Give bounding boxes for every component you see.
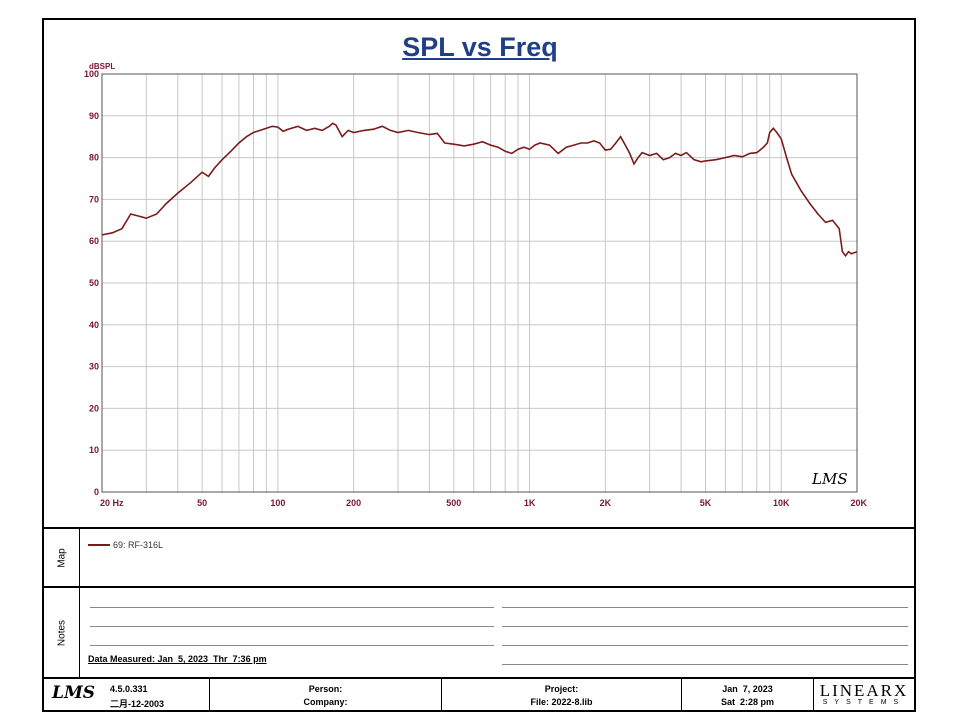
x-tick-label: 20K [850, 498, 867, 508]
y-tick-label: 80 [89, 153, 99, 163]
legend: 69: RF-316L [88, 540, 163, 550]
brand-subtitle: SYSTEMS [822, 699, 906, 706]
project-label: Project: [544, 684, 579, 694]
notes-line [90, 645, 494, 646]
print-day-time: Sat 2:28 pm [720, 697, 775, 707]
y-tick-label: 30 [89, 362, 99, 372]
notes-section-label: Notes [44, 588, 80, 677]
y-tick-label: 40 [89, 320, 99, 330]
y-tick-label: 10 [89, 445, 99, 455]
company-label: Company: [303, 697, 348, 707]
x-tick-label: 200 [346, 498, 361, 508]
chart-title: SPL vs Freq [402, 32, 558, 62]
x-tick-label: 1K [524, 498, 536, 508]
y-tick-label: 20 [89, 403, 99, 413]
lms-watermark: LMS [811, 470, 848, 488]
x-tick-label: 50 [197, 498, 207, 508]
x-axis-ticks: 20 Hz 50 100 200 500 1K 2K 5K 10K 20K [100, 498, 867, 508]
legend-swatch [88, 544, 110, 546]
x-tick-label: 100 [270, 498, 285, 508]
x-tick-label: 5K [700, 498, 712, 508]
notes-line [502, 626, 908, 627]
date-measured: Data Measured: Jan 5, 2023 Thr 7:36 pm [88, 654, 267, 664]
legend-label: 69: RF-316L [113, 540, 164, 550]
y-tick-label: 60 [89, 236, 99, 246]
y-axis-ticks: 0 10 20 30 40 50 60 70 80 90 100 [84, 69, 99, 497]
y-tick-label: 70 [89, 194, 99, 204]
chart-frame [42, 18, 916, 712]
notes-line [90, 626, 494, 627]
print-date: Jan 7, 2023 [722, 684, 773, 694]
software-version: 4.5.0.331 [110, 684, 148, 694]
x-tick-label: 500 [446, 498, 461, 508]
footer: LMS 4.5.0.331 二月-12-2003 Person: Company… [44, 679, 914, 711]
footer-person-cell: Person: Company: [210, 679, 442, 711]
series-line-rf-316l [101, 122, 858, 258]
build-date: 二月-12-2003 [110, 699, 165, 709]
linearx-brand: LINEARX SYSTEMS [814, 679, 914, 711]
footer-version-cell: LMS 4.5.0.331 二月-12-2003 [44, 679, 210, 711]
footer-project-cell: Project: File: 2022-8.lib [442, 679, 682, 711]
y-tick-label: 100 [84, 69, 99, 79]
divider [42, 527, 916, 529]
y-tick-label: 90 [89, 111, 99, 121]
notes-line [502, 664, 908, 665]
footer-date-cell: Jan 7, 2023 Sat 2:28 pm [682, 679, 814, 711]
person-label: Person: [308, 684, 343, 694]
lms-logo: LMS [52, 683, 96, 703]
x-tick-label: 20 Hz [100, 498, 124, 508]
notes-line [502, 645, 908, 646]
y-tick-label: 50 [89, 278, 99, 288]
divider [42, 677, 916, 679]
y-axis-label: dBSPL [89, 62, 115, 71]
file-label: File: 2022-8.lib [530, 697, 593, 707]
y-tick-label: 0 [94, 487, 99, 497]
plot-border [101, 73, 858, 493]
plot-grid [101, 73, 858, 493]
divider [42, 586, 916, 588]
brand-name: LINEARX [819, 681, 909, 700]
x-tick-label: 10K [773, 498, 790, 508]
x-tick-label: 2K [600, 498, 612, 508]
notes-line [502, 607, 908, 608]
map-section-label: Map [44, 529, 80, 586]
notes-line [90, 607, 494, 608]
